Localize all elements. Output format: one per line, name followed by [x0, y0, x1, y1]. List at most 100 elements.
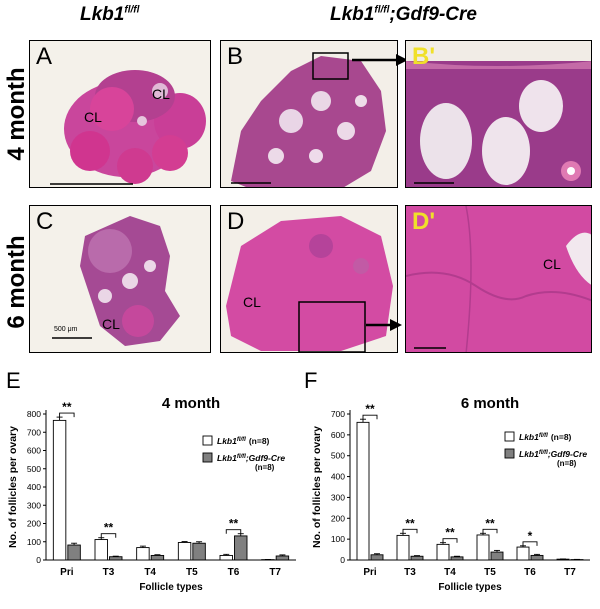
corpus-luteum-label: CL [152, 86, 170, 102]
bar [219, 554, 233, 561]
zoom-arrow-icon [352, 54, 408, 66]
x-axis-label: Follicle types [438, 582, 502, 593]
y-tick-label: 100 [27, 537, 41, 547]
bar [275, 555, 290, 561]
x-tick-label: T4 [444, 567, 456, 578]
legend-label: Lkb1fl/fl (n=8) [519, 432, 572, 442]
legend-swatch [504, 431, 515, 442]
significance-label: ** [229, 517, 239, 531]
legend-label: Lkb1fl/fl;Gdf9-Cre [519, 449, 587, 459]
significance-label: * [528, 529, 533, 543]
y-tick-label: 700 [331, 409, 345, 419]
bar [67, 544, 81, 561]
bar [530, 554, 544, 561]
micrograph-panel-b: B [220, 40, 398, 188]
bar [450, 556, 464, 561]
micrograph-panel-d: D CL [220, 205, 398, 353]
x-tick-label: T4 [144, 567, 156, 578]
x-tick-label: T6 [524, 567, 536, 578]
bar [396, 534, 410, 561]
y-tick-label: 300 [331, 492, 345, 502]
significance-label: ** [445, 526, 455, 540]
ovary-image-b-prime [406, 41, 591, 185]
bar [177, 542, 192, 561]
bar-chart-4-month: 4 month No. of follicles per ovary 0 100 200… [7, 395, 296, 593]
corpus-luteum-label: CL [84, 109, 102, 125]
significance-bracket [225, 529, 242, 534]
y-tick-label: 200 [27, 519, 41, 529]
ovary-image-a [50, 70, 206, 185]
panel-label-b-prime: B' [412, 43, 436, 70]
significance-bracket [59, 412, 75, 418]
x-tick-label: T7 [269, 567, 281, 578]
legend-swatch [504, 448, 515, 459]
bar [490, 551, 504, 561]
ovary-image-b [231, 52, 386, 187]
legend-swatch [202, 435, 213, 446]
chart-title: 4 month [162, 395, 220, 412]
significance-bracket [100, 533, 117, 538]
y-tick-label: 800 [27, 409, 41, 419]
bar [410, 555, 424, 561]
panel-label-f: F [304, 368, 318, 393]
corpus-luteum-label: CL [543, 256, 561, 272]
micrograph-panel-c: C CL 500 μm [29, 205, 211, 353]
micrograph-panel-d-prime: D' CL [405, 205, 592, 353]
y-axis-label: No. of follicles per ovary [311, 426, 323, 548]
y-tick-label: 0 [36, 555, 41, 565]
corpus-luteum-label: CL [102, 316, 120, 332]
panel-label-d: D [227, 208, 245, 235]
significance-label: ** [365, 402, 375, 416]
panel-label-b: B [227, 43, 244, 70]
bar [436, 543, 450, 561]
y-tick-label: 600 [331, 430, 345, 440]
significance-bracket [442, 538, 458, 543]
significance-bracket [362, 414, 378, 420]
panel-label-e: E [6, 368, 21, 393]
bar [136, 547, 150, 561]
significance-label: ** [104, 521, 114, 535]
x-tick-label: T5 [484, 567, 496, 578]
bar [52, 419, 67, 561]
y-tick-label: 500 [331, 451, 345, 461]
scale-bar-label: 500 μm [54, 326, 78, 333]
significance-label: ** [62, 400, 72, 414]
legend-label: Lkb1fl/fl (n=8) [217, 436, 270, 446]
bar [370, 554, 384, 561]
y-tick-label: 300 [27, 500, 41, 510]
significance-bracket [482, 528, 498, 534]
bar [356, 421, 370, 561]
significance-bracket [522, 541, 538, 546]
zoom-arrow-icon [366, 319, 402, 331]
y-tick-label: 500 [27, 464, 41, 474]
panel-label-c: C [36, 208, 54, 235]
y-tick-label: 600 [27, 446, 41, 456]
x-tick-label: T6 [228, 567, 240, 578]
x-tick-label: T7 [564, 567, 576, 578]
legend-label: Lkb1fl/fl;Gdf9-Cre [217, 453, 285, 463]
bar-chart-6-month: 6 month No. of follicles per ovary 0 100 200… [311, 395, 590, 593]
row-header-4-month: 4 month [3, 67, 30, 161]
y-tick-label: 200 [331, 513, 345, 523]
micrograph-panel-b-prime: B' [405, 40, 592, 188]
row-header-6-month: 6 month [3, 235, 30, 329]
x-axis-label: Follicle types [139, 582, 203, 593]
bar [150, 554, 165, 561]
significance-label: ** [405, 516, 415, 530]
micrograph-panel-a: A CL CL [29, 40, 211, 188]
bar [109, 556, 123, 561]
x-tick-label: T3 [103, 567, 115, 578]
panel-label-d-prime: D' [412, 208, 436, 235]
ovary-image-d [226, 216, 393, 352]
column-header-mutant: Lkb1fl/fl;Gdf9-Cre [330, 4, 477, 25]
bar [234, 535, 248, 561]
chart-title: 6 month [461, 395, 519, 412]
y-tick-label: 100 [331, 534, 345, 544]
panel-label-a: A [36, 43, 53, 70]
y-tick-label: 700 [27, 427, 41, 437]
y-axis-label: No. of follicles per ovary [7, 426, 19, 548]
legend-n-label: (n=8) [255, 463, 275, 472]
corpus-luteum-label: CL [243, 294, 261, 310]
significance-bracket [402, 528, 418, 534]
y-tick-label: 400 [331, 472, 345, 482]
